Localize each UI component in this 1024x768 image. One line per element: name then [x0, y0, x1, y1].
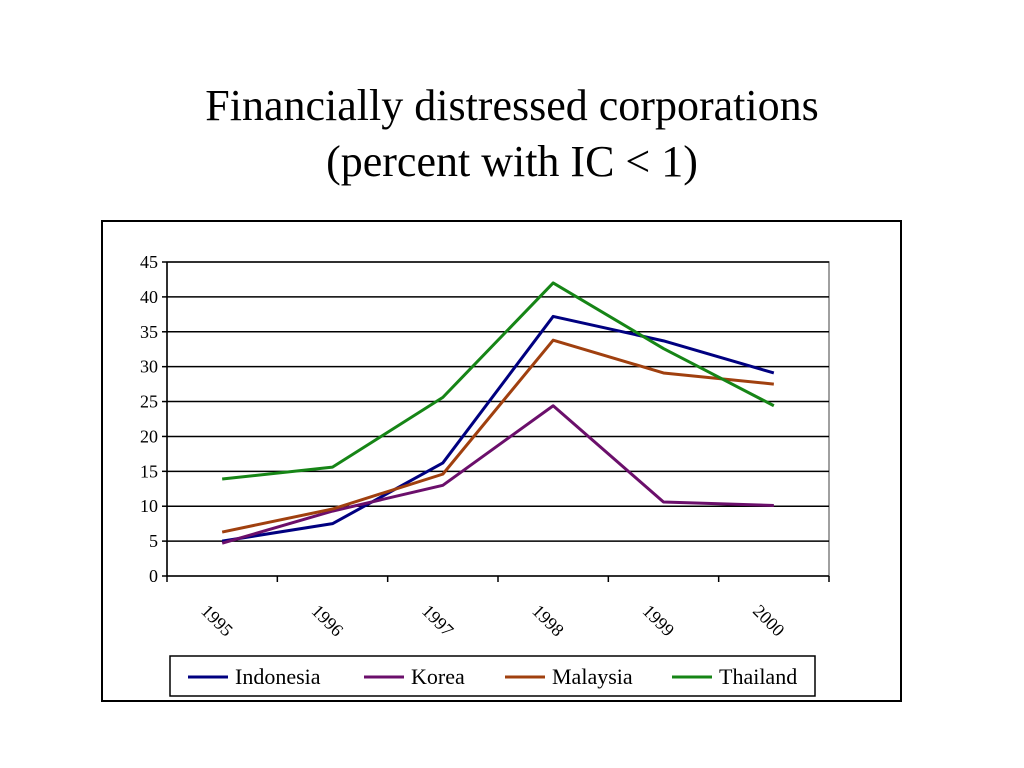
legend-label: Korea: [411, 664, 465, 689]
y-tick-label: 35: [140, 322, 158, 342]
chart-frame: [101, 220, 902, 702]
legend-label: Thailand: [719, 664, 797, 689]
series-line-indonesia: [221, 314, 775, 543]
y-tick-label: 10: [140, 496, 158, 516]
y-tick-label: 30: [140, 357, 158, 377]
y-tick-label: 0: [149, 566, 158, 586]
y-tick-label: 25: [140, 392, 158, 412]
legend-label: Malaysia: [552, 664, 633, 689]
series-line-malaysia: [221, 338, 774, 534]
y-tick-label: 40: [140, 287, 158, 307]
y-tick-label: 45: [140, 252, 158, 272]
legend-label: Indonesia: [235, 664, 321, 689]
slide-title-line-1: Financially distressed corporations: [205, 81, 819, 130]
series-line-korea: [221, 404, 774, 545]
y-tick-label: 20: [140, 426, 158, 446]
y-tick-label: 5: [149, 531, 158, 551]
series-line-thailand: [222, 281, 775, 481]
slide-title-line-2: (percent with IC < 1): [326, 137, 698, 186]
slide-title: Financially distressed corporations (per…: [0, 78, 1024, 190]
y-tick-label: 15: [140, 461, 158, 481]
